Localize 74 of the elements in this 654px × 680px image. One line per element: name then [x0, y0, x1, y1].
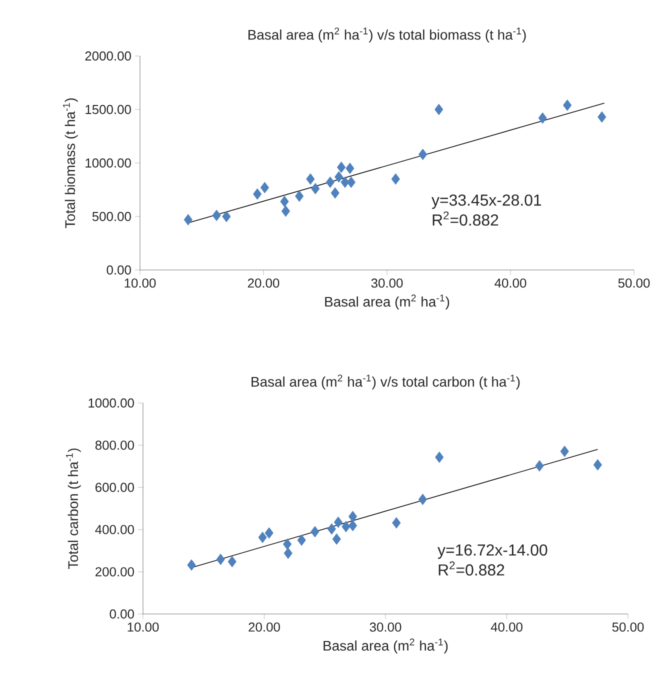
point: [594, 459, 602, 471]
chart-title: Basal area (m$^{2}$ ha$^{-1}$) v/s total biomass (t ha$^{-1}$): [248, 28, 526, 42]
point: [348, 520, 358, 532]
point: [311, 182, 320, 194]
point: [347, 176, 356, 188]
point: [298, 534, 306, 546]
point: [258, 532, 268, 544]
point: [435, 452, 444, 463]
x-axis-title: Basal area (m$^{2}$ ha$^{-1}$): [324, 638, 448, 654]
x-tick-label: 40.00: [494, 278, 526, 288]
point: [284, 548, 293, 559]
y-tick-label: 0.00: [107, 265, 132, 275]
x-tick-label: 50.00: [612, 622, 644, 632]
point: [342, 520, 351, 532]
annotation: R$^{2}$=0.882: [433, 211, 498, 226]
y-tick-label: 800.00: [96, 440, 134, 450]
point: [187, 559, 196, 571]
y-tick-label: 400.00: [95, 525, 134, 534]
chart-title: Basal area (m$^{2}$ ha$^{-1}$) v/s total carbon (t ha$^{-1}$): [252, 374, 520, 390]
point: [310, 526, 320, 538]
point: [331, 187, 340, 199]
point: [328, 523, 336, 535]
annotation: y=33.45x-28.01: [432, 194, 542, 209]
point: [418, 494, 428, 506]
point: [332, 533, 342, 545]
point: [337, 162, 346, 173]
point: [282, 205, 290, 217]
point: [535, 460, 544, 472]
point: [563, 100, 572, 111]
y-axis-title: Total biomass (t ha$^{-1}$): [63, 98, 78, 228]
x-axis-title: Basal area (m$^{2}$ ha$^{-1}$): [325, 294, 450, 310]
point: [260, 182, 270, 194]
x-tick-label: 10.00: [125, 278, 156, 288]
point: [434, 104, 444, 116]
point: [334, 171, 344, 183]
point: [295, 190, 304, 202]
point: [560, 446, 570, 458]
point: [212, 210, 222, 222]
point: [265, 527, 274, 539]
point: [326, 176, 335, 188]
y-tick-label: 0.00: [110, 609, 134, 619]
point: [348, 510, 358, 522]
y-tick-label: 1500.00: [86, 104, 132, 114]
point: [392, 517, 401, 529]
x-tick-label: 30.00: [372, 278, 403, 288]
y-tick-label: 500.00: [92, 212, 132, 222]
x-tick-label: 10.00: [128, 622, 159, 632]
annotation: y=16.72x-14.00: [438, 544, 548, 559]
point: [418, 148, 428, 160]
y-tick-label: 2000.00: [86, 51, 132, 61]
y-tick-label: 200.00: [96, 567, 134, 576]
y-tick-label: 1000.00: [88, 398, 134, 408]
x-tick-label: 20.00: [248, 622, 280, 632]
x-tick-label: 20.00: [248, 278, 280, 288]
point: [334, 516, 343, 528]
point: [306, 173, 315, 185]
point: [222, 210, 232, 222]
point: [216, 554, 226, 566]
point: [283, 538, 292, 550]
point: [598, 111, 606, 123]
point: [184, 214, 193, 226]
point: [392, 173, 400, 185]
point: [280, 196, 290, 208]
x-tick-label: 40.00: [491, 622, 523, 632]
annotation: R$^{2}$=0.882: [439, 561, 504, 576]
point: [346, 162, 355, 174]
y-tick-label: 1000.00: [86, 158, 132, 168]
point: [253, 188, 262, 200]
x-tick-label: 30.00: [370, 622, 402, 632]
y-axis-title: Total carbon (t ha$^{-1}$): [66, 448, 82, 569]
y-tick-label: 600.00: [96, 482, 134, 492]
x-tick-label: 50.00: [618, 278, 650, 288]
point: [228, 556, 237, 568]
point: [538, 112, 548, 124]
